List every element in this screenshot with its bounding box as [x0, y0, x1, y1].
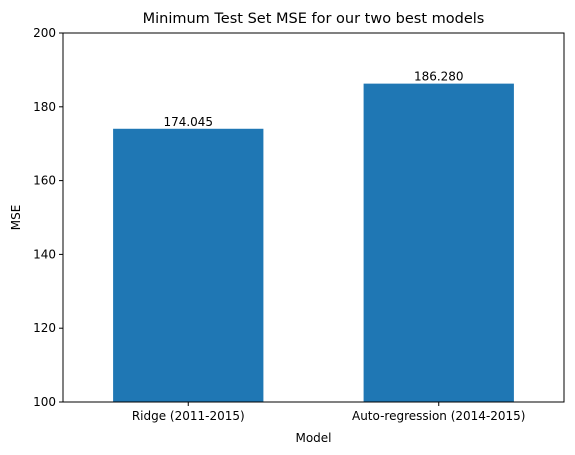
plot-frame [62, 32, 565, 403]
x-axis: Ridge (2011-2015) Auto-regression (2014-2… [132, 402, 526, 423]
x-tick-label: Auto-regression (2014-2015) [352, 409, 526, 423]
bar-value-label: 174.045 [163, 115, 213, 129]
bar-labels-layer: 174.045 186.280 [163, 70, 463, 129]
chart-title: Minimum Test Set MSE for our two best mo… [143, 11, 485, 27]
x-tick-label: Ridge (2011-2015) [132, 409, 245, 423]
y-tick-label: 120 [33, 321, 56, 335]
y-tick-label: 140 [33, 247, 56, 261]
y-tick-label: 200 [33, 26, 56, 40]
bar [113, 128, 264, 402]
y-axis-label: MSE [9, 205, 23, 231]
x-axis-label: Model [295, 431, 331, 445]
y-tick-label: 180 [33, 100, 56, 114]
bars-layer [113, 83, 514, 402]
y-axis: 100 120 140 160 180 200 [33, 26, 63, 409]
y-tick-label: 100 [33, 395, 56, 409]
y-tick-label: 160 [33, 174, 56, 188]
bar-value-label: 186.280 [414, 70, 464, 84]
bar [363, 83, 514, 402]
